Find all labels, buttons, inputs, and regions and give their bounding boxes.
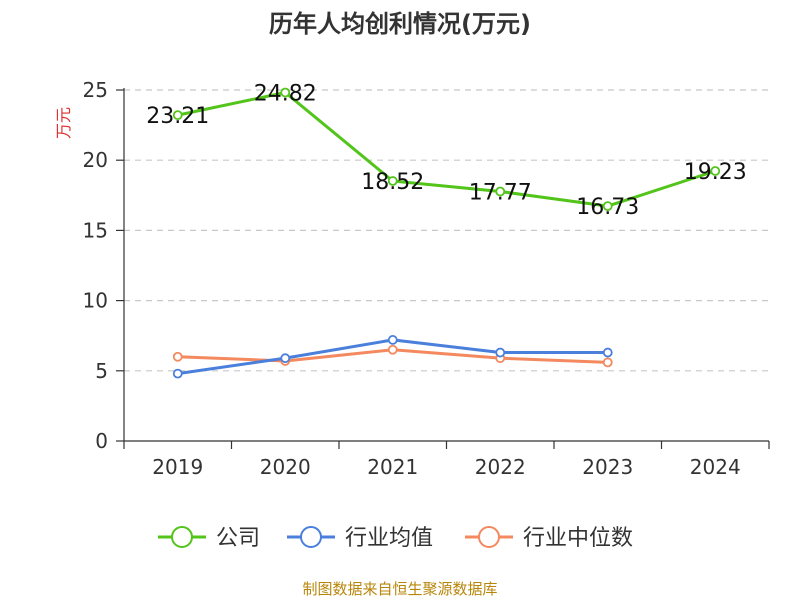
- data-label: 19.23: [684, 160, 747, 185]
- data-point: [495, 347, 506, 358]
- data-point: [172, 351, 183, 362]
- y-tick-label: 10: [83, 289, 108, 313]
- x-tick-label: 2024: [690, 455, 741, 479]
- data-point: [387, 335, 398, 345]
- source-note: 制图数据来自恒生聚源数据库: [302, 580, 498, 598]
- data-label: 24.82: [254, 82, 317, 107]
- x-tick-label: 2020: [260, 455, 311, 479]
- x-tick-label: 2023: [582, 455, 633, 479]
- legend-item: 公司: [158, 526, 260, 551]
- series-1: [172, 335, 613, 379]
- legend-marker: [171, 526, 193, 548]
- legend-marker: [300, 526, 322, 548]
- legend-label: 行业中位数: [523, 526, 633, 551]
- data-point: [387, 344, 398, 355]
- y-tick-label: 20: [83, 148, 108, 172]
- data-label: 17.77: [469, 181, 532, 206]
- data-labels: 23.21 24.82 18.52 17.77 16.73 19.23: [146, 82, 746, 221]
- data-point: [602, 347, 613, 358]
- data-point: [280, 353, 291, 364]
- data-point: [602, 201, 613, 212]
- legend: 公司 行业均值 行业中位数: [158, 526, 633, 551]
- y-tick-label: 0: [95, 429, 108, 453]
- x-tick-label: 2019: [152, 455, 203, 479]
- y-tick-label: 25: [83, 78, 108, 102]
- series-line: [177, 91, 716, 208]
- data-point: [280, 87, 291, 98]
- chart-title: 历年人均创利情况(万元): [269, 10, 531, 38]
- data-label: 23.21: [146, 104, 209, 129]
- series-0: [172, 87, 721, 212]
- y-tick-label: 5: [95, 359, 108, 383]
- legend-label: 公司: [216, 526, 260, 551]
- data-point: [602, 357, 613, 368]
- data-point: [495, 186, 506, 197]
- data-label: 18.52: [361, 170, 424, 195]
- legend-label: 行业均值: [345, 526, 433, 551]
- data-point: [710, 166, 721, 176]
- data-point: [172, 368, 183, 379]
- legend-item: 行业均值: [287, 526, 433, 551]
- x-tick-label: 2022: [475, 455, 526, 479]
- legend-marker: [478, 526, 500, 548]
- legend-item: 行业中位数: [465, 526, 633, 551]
- data-label: 16.73: [576, 195, 639, 220]
- data-point: [172, 110, 183, 121]
- y-axis-label: 万元: [54, 107, 73, 139]
- data-point: [387, 176, 398, 186]
- y-tick-label: 15: [83, 218, 108, 242]
- gridlines: [124, 89, 769, 372]
- axes: 0 5 10 15 20 25 2019 2020 2021 2022 2023 2024: [83, 78, 770, 479]
- x-tick-label: 2021: [367, 455, 418, 479]
- series-layer: [172, 87, 721, 379]
